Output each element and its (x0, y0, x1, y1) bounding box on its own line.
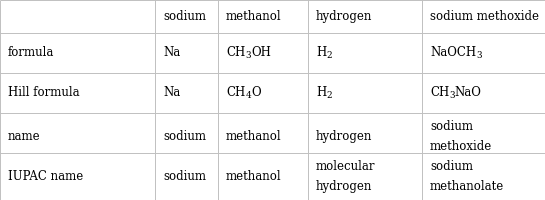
Text: sodium: sodium (430, 160, 473, 173)
Text: hydrogen: hydrogen (316, 130, 372, 143)
Text: H: H (316, 46, 326, 60)
Text: methanol: methanol (226, 10, 282, 23)
Text: IUPAC name: IUPAC name (8, 170, 83, 183)
Text: Na: Na (163, 46, 180, 60)
Text: 3: 3 (245, 51, 251, 60)
Text: 2: 2 (326, 91, 332, 100)
Text: OH: OH (251, 46, 271, 60)
Text: formula: formula (8, 46, 54, 60)
Text: 3: 3 (449, 91, 455, 100)
Text: molecular: molecular (316, 160, 376, 173)
Text: sodium: sodium (163, 10, 206, 23)
Text: NaO: NaO (455, 86, 482, 99)
Text: O: O (251, 86, 261, 99)
Text: 2: 2 (326, 51, 332, 60)
Text: methanolate: methanolate (430, 180, 504, 193)
Text: 3: 3 (476, 51, 482, 60)
Text: Hill formula: Hill formula (8, 86, 80, 99)
Text: CH: CH (430, 86, 449, 99)
Text: Na: Na (163, 86, 180, 99)
Text: H: H (316, 86, 326, 99)
Text: sodium: sodium (163, 170, 206, 183)
Text: sodium: sodium (430, 120, 473, 133)
Text: NaOCH: NaOCH (430, 46, 476, 60)
Text: methoxide: methoxide (430, 140, 492, 153)
Text: methanol: methanol (226, 130, 282, 143)
Text: CH: CH (226, 46, 245, 60)
Text: hydrogen: hydrogen (316, 10, 372, 23)
Text: sodium: sodium (163, 130, 206, 143)
Text: hydrogen: hydrogen (316, 180, 372, 193)
Text: sodium methoxide: sodium methoxide (430, 10, 539, 23)
Text: name: name (8, 130, 41, 143)
Text: 4: 4 (245, 91, 251, 100)
Text: CH: CH (226, 86, 245, 99)
Text: methanol: methanol (226, 170, 282, 183)
